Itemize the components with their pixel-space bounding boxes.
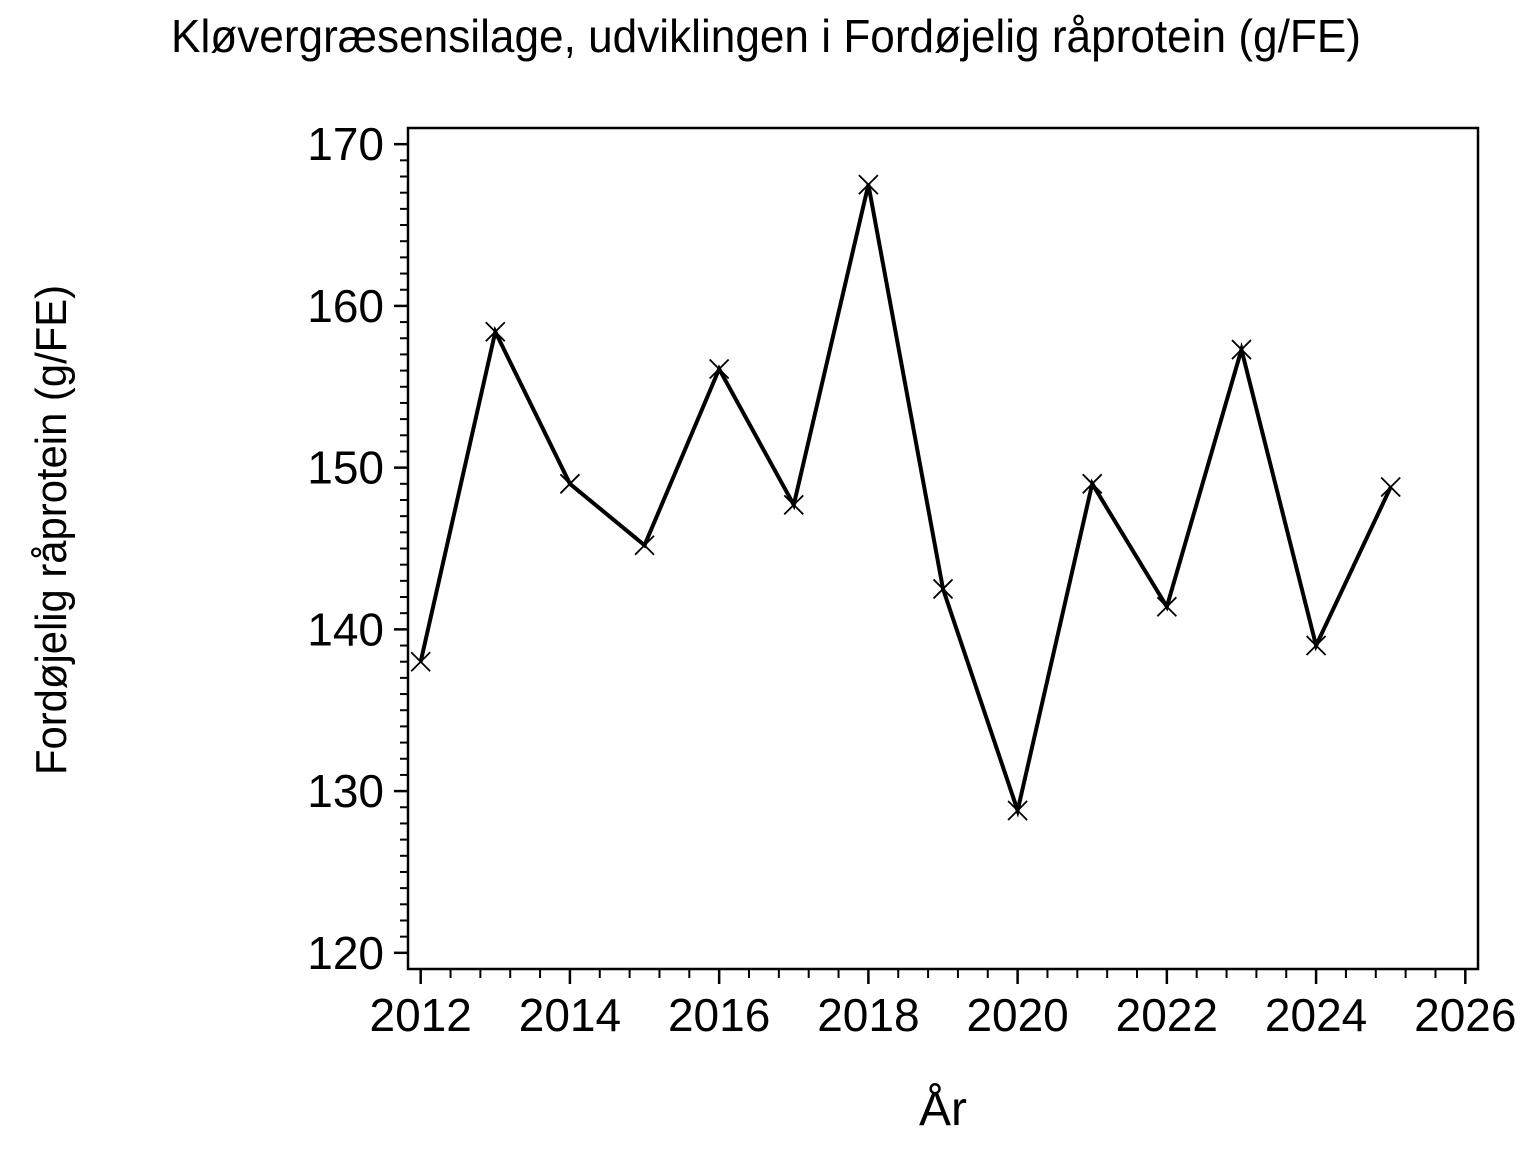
data-point-marker: [1007, 800, 1028, 821]
y-tick-label: 130: [307, 765, 384, 817]
x-marker-stroke: [858, 174, 879, 195]
y-axis-title: Fordøjelig råprotein (g/FE): [27, 285, 76, 775]
x-axis-title: År: [919, 1083, 967, 1136]
x-marker-stroke: [485, 321, 506, 342]
x-marker-stroke: [783, 494, 804, 515]
data-point-marker: [1156, 596, 1177, 617]
plot-area: 120 130 140 150 160 170 2012 2014 2016 2018 2020 20…: [307, 118, 1516, 1041]
data-point-marker: [1380, 476, 1401, 498]
data-point-marker: [559, 473, 581, 494]
data-point-marker: [932, 578, 954, 600]
plot-frame: [406, 126, 1480, 971]
data-point-marker: [1305, 635, 1327, 656]
x-marker-stroke: [1007, 800, 1028, 821]
x-marker-stroke: [559, 473, 581, 494]
data-line: [418, 184, 1393, 818]
x-tick-label: 2014: [519, 989, 621, 1041]
data-point-marker: [1231, 339, 1252, 360]
data-point-marker: [410, 651, 431, 672]
x-tick-label: 2016: [668, 989, 770, 1041]
x-marker-stroke: [1156, 596, 1177, 617]
data-point-marker: [709, 358, 730, 380]
data-point-marker: [634, 535, 655, 556]
data-point-marker: [485, 321, 506, 342]
data-point-marker: [858, 174, 879, 195]
x-marker-stroke: [410, 651, 431, 672]
x-tick-label: 2026: [1414, 989, 1516, 1041]
y-tick-label: 160: [307, 280, 384, 332]
x-tick-label: 2022: [1116, 989, 1218, 1041]
chart-title: Kløvergræsensilage, udviklingen i Fordøj…: [171, 10, 1361, 62]
x-marker-stroke: [709, 358, 730, 380]
data-point-marker: [1082, 473, 1103, 494]
y-tick-label: 170: [307, 118, 384, 170]
x-tick-label: 2020: [966, 989, 1068, 1041]
x-tick-label: 2024: [1265, 989, 1367, 1041]
x-tick-label: 2018: [817, 989, 919, 1041]
data-point-marker: [783, 494, 804, 515]
x-marker-stroke: [1380, 476, 1401, 498]
x-marker-stroke: [1305, 635, 1327, 656]
y-tick-label: 150: [307, 442, 384, 494]
y-tick-label: 140: [307, 603, 384, 655]
x-tick-label: 2012: [370, 989, 472, 1041]
x-marker-stroke: [1231, 339, 1252, 360]
x-marker-stroke: [932, 578, 954, 600]
x-marker-stroke: [634, 535, 655, 556]
x-marker-stroke: [1082, 473, 1103, 494]
y-tick-label: 120: [307, 927, 384, 979]
